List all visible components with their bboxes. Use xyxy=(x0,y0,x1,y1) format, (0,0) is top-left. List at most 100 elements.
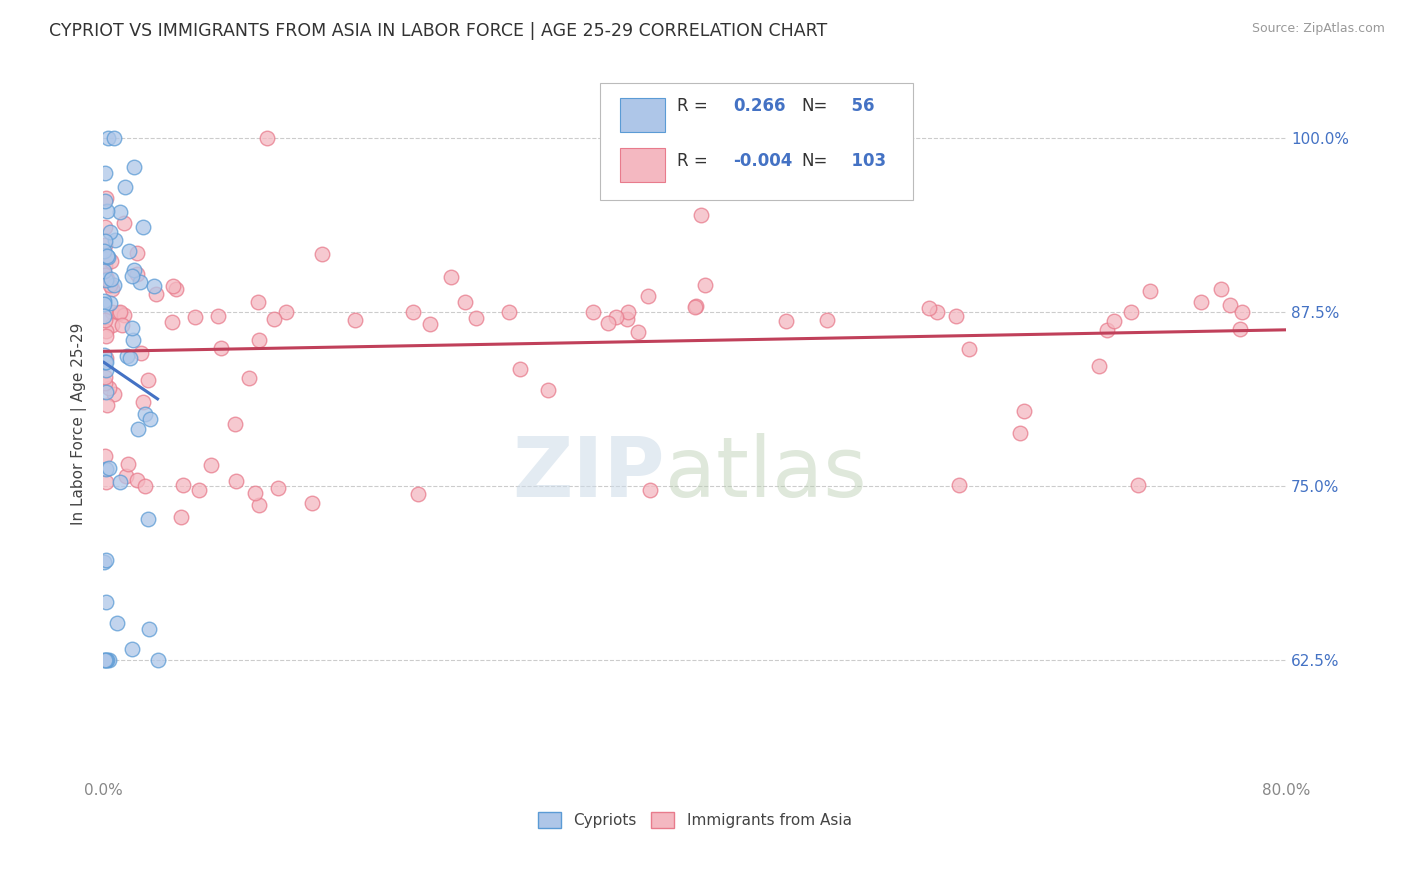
Point xyxy=(103,386,125,401)
Point xyxy=(145,287,167,301)
Point xyxy=(112,309,135,323)
Point xyxy=(93,555,115,569)
Point xyxy=(97,131,120,145)
Point xyxy=(1088,359,1111,373)
Point xyxy=(121,333,143,347)
Point xyxy=(96,553,118,567)
Point xyxy=(957,342,980,356)
Point xyxy=(498,305,520,319)
Point xyxy=(406,487,429,501)
Text: CYPRIOT VS IMMIGRANTS FROM ASIA IN LABOR FORCE | AGE 25-29 CORRELATION CHART: CYPRIOT VS IMMIGRANTS FROM ASIA IN LABOR… xyxy=(49,22,828,40)
Y-axis label: In Labor Force | Age 25-29: In Labor Force | Age 25-29 xyxy=(72,322,87,524)
Point xyxy=(94,475,117,489)
Point xyxy=(419,318,441,332)
Point xyxy=(683,300,706,314)
Point xyxy=(267,482,290,496)
Point xyxy=(775,314,797,328)
Point xyxy=(598,316,620,330)
Point xyxy=(160,315,183,329)
Point xyxy=(96,203,118,218)
Point xyxy=(209,341,232,355)
Point xyxy=(93,309,115,323)
Point xyxy=(1230,305,1253,319)
Point xyxy=(93,244,115,258)
Point xyxy=(93,166,115,180)
Point xyxy=(96,328,118,343)
Point xyxy=(117,457,139,471)
Point xyxy=(129,346,152,360)
Point xyxy=(115,469,138,483)
Point xyxy=(127,245,149,260)
FancyBboxPatch shape xyxy=(600,83,914,200)
Point xyxy=(94,653,117,667)
Point xyxy=(301,496,323,510)
Text: -0.004: -0.004 xyxy=(734,152,793,169)
Text: 103: 103 xyxy=(839,152,886,169)
Point xyxy=(402,305,425,319)
Point xyxy=(247,498,270,512)
Point xyxy=(200,458,222,472)
Point xyxy=(170,509,193,524)
Point xyxy=(103,278,125,293)
Text: 0.266: 0.266 xyxy=(734,97,786,115)
Point xyxy=(104,233,127,247)
Point xyxy=(93,220,115,235)
Point xyxy=(1219,297,1241,311)
Point xyxy=(1012,404,1035,418)
Point xyxy=(98,381,121,395)
Point xyxy=(108,306,131,320)
Text: R =: R = xyxy=(676,152,713,169)
Point xyxy=(96,272,118,286)
Point xyxy=(1095,323,1118,337)
Point xyxy=(1121,305,1143,319)
Point xyxy=(627,325,650,339)
Point xyxy=(1139,284,1161,298)
Point xyxy=(100,282,122,296)
Point xyxy=(96,653,118,667)
Text: R =: R = xyxy=(676,97,713,115)
Point xyxy=(115,349,138,363)
Point xyxy=(509,361,531,376)
Point xyxy=(139,411,162,425)
Point xyxy=(225,474,247,488)
Point xyxy=(132,395,155,409)
Point xyxy=(94,653,117,667)
Text: 56: 56 xyxy=(839,97,875,115)
Point xyxy=(582,305,605,319)
Point xyxy=(945,310,967,324)
Point xyxy=(638,483,661,497)
Point xyxy=(138,373,160,387)
Point xyxy=(94,234,117,248)
Point xyxy=(132,219,155,234)
Point xyxy=(138,622,160,636)
Point xyxy=(162,279,184,293)
Point xyxy=(122,161,145,175)
Point xyxy=(96,249,118,263)
Point xyxy=(207,309,229,323)
Point xyxy=(94,238,117,252)
Point xyxy=(94,351,117,366)
Point xyxy=(274,305,297,319)
Point xyxy=(134,479,156,493)
Point xyxy=(247,333,270,347)
Point xyxy=(246,295,269,310)
Point xyxy=(172,478,194,492)
Point xyxy=(685,300,707,314)
Point xyxy=(101,318,124,333)
Point xyxy=(108,475,131,490)
Point xyxy=(118,351,141,366)
Point xyxy=(111,318,134,332)
Point xyxy=(121,269,143,284)
Point xyxy=(94,595,117,609)
Point xyxy=(94,191,117,205)
Point xyxy=(94,268,117,282)
Point xyxy=(1209,282,1232,296)
Point xyxy=(238,370,260,384)
Point xyxy=(96,462,118,476)
Point xyxy=(96,324,118,338)
Point xyxy=(93,263,115,277)
Bar xyxy=(620,148,665,182)
Point xyxy=(129,275,152,289)
Point xyxy=(127,422,149,436)
Point xyxy=(96,384,118,399)
